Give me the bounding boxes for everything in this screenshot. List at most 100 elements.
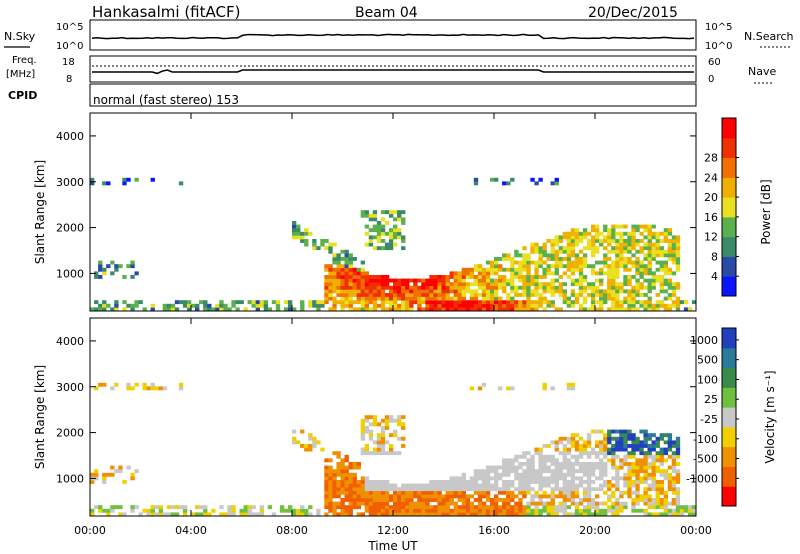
heatmap-cell [150, 382, 155, 387]
heatmap-cell [550, 458, 555, 463]
heatmap-cell [481, 476, 487, 481]
heatmap-cell [433, 285, 438, 290]
heatmap-cell [320, 303, 325, 308]
y-tick-label: 2000 [56, 222, 84, 235]
heatmap-cell [603, 264, 608, 269]
heatmap-cell [611, 303, 616, 308]
heatmap-cell [413, 278, 418, 283]
heatmap-cell [340, 505, 345, 510]
heatmap-cell [461, 501, 467, 506]
heatmap-cell [590, 271, 596, 276]
heatmap-cell [231, 508, 236, 513]
power-heatmap [90, 177, 697, 312]
heatmap-cell [332, 505, 337, 510]
heatmap-cell [647, 433, 652, 438]
heatmap-cell [631, 235, 636, 240]
heatmap-cell [162, 303, 168, 308]
heatmap-cell [445, 296, 450, 301]
heatmap-cell [409, 483, 414, 488]
heatmap-cell [659, 498, 664, 502]
heatmap-cell [586, 501, 592, 506]
heatmap-cell [494, 296, 499, 301]
heatmap-cell [376, 480, 382, 484]
heatmap-cell [546, 458, 551, 463]
heatmap-cell [393, 307, 398, 312]
heatmap-cell [417, 487, 422, 492]
heatmap-cell [655, 490, 660, 495]
heatmap-cell [477, 512, 483, 517]
heatmap-cell [595, 231, 600, 236]
heatmap-cell [506, 487, 511, 492]
heatmap-cell [494, 177, 499, 182]
heatmap-cell [364, 278, 370, 283]
heatmap-cell [631, 275, 636, 279]
heatmap-cell [437, 293, 442, 297]
heatmap-cell [538, 487, 543, 492]
heatmap-cell [603, 289, 608, 294]
heatmap-cell [170, 512, 176, 517]
heatmap-cell [603, 239, 608, 243]
heatmap-cell [603, 472, 608, 477]
heatmap-cell [558, 249, 563, 254]
heatmap-cell [607, 289, 612, 294]
heatmap-cell [595, 271, 600, 276]
heatmap-cell [283, 307, 289, 312]
heatmap-cell [627, 469, 632, 474]
heatmap-cell [570, 267, 576, 272]
heatmap-cell [380, 246, 386, 251]
heatmap-cell [417, 296, 422, 301]
heatmap-cell [413, 300, 418, 305]
heatmap-cell [360, 501, 366, 506]
heatmap-cell [522, 476, 527, 481]
heatmap-cell [376, 282, 382, 287]
heatmap-cell [441, 293, 446, 297]
heatmap-cell [619, 285, 624, 290]
heatmap-cell [635, 257, 640, 261]
heatmap-cell [550, 300, 555, 305]
heatmap-cell [388, 289, 394, 294]
heatmap-cell [506, 267, 511, 272]
heatmap-cell [344, 303, 349, 308]
heatmap-cell [550, 480, 555, 484]
heatmap-cell [376, 498, 382, 502]
heatmap-cell [469, 296, 475, 301]
heatmap-cell [401, 303, 406, 308]
heatmap-cell [550, 282, 555, 287]
heatmap-cell [534, 490, 539, 495]
heatmap-cell [550, 285, 555, 290]
heatmap-cell [106, 303, 111, 308]
heatmap-cell [352, 462, 357, 466]
heatmap-cell [615, 307, 620, 312]
heatmap-cell [514, 469, 519, 474]
heatmap-cell [283, 508, 289, 513]
heatmap-cell [401, 426, 406, 430]
heatmap-cell [502, 267, 507, 272]
nsky-label: N.Sky [4, 30, 36, 43]
heatmap-cell [372, 246, 378, 251]
heatmap-cell [344, 267, 349, 272]
heatmap-cell [489, 505, 495, 510]
heatmap-cell [655, 300, 660, 305]
heatmap-cell [372, 296, 378, 301]
heatmap-cell [498, 505, 503, 510]
heatmap-cell [401, 505, 406, 510]
heatmap-cell [623, 505, 628, 510]
heatmap-cell [578, 498, 584, 502]
heatmap-cell [643, 307, 648, 312]
heatmap-cell [279, 505, 285, 510]
heatmap-cell [659, 512, 664, 517]
heatmap-cell [522, 267, 527, 272]
heatmap-cell [465, 267, 471, 272]
heatmap-cell [590, 307, 596, 312]
heatmap-cell [90, 177, 95, 182]
heatmap-cell [510, 260, 515, 265]
heatmap-cell [574, 235, 580, 240]
heatmap-cell [502, 278, 507, 283]
heatmap-cell [449, 285, 454, 290]
heatmap-cell [639, 224, 644, 229]
heatmap-cell [473, 487, 479, 492]
heatmap-cell [627, 260, 632, 265]
heatmap-cell [215, 307, 220, 312]
heatmap-cell [570, 293, 576, 297]
heatmap-cell [405, 300, 410, 305]
